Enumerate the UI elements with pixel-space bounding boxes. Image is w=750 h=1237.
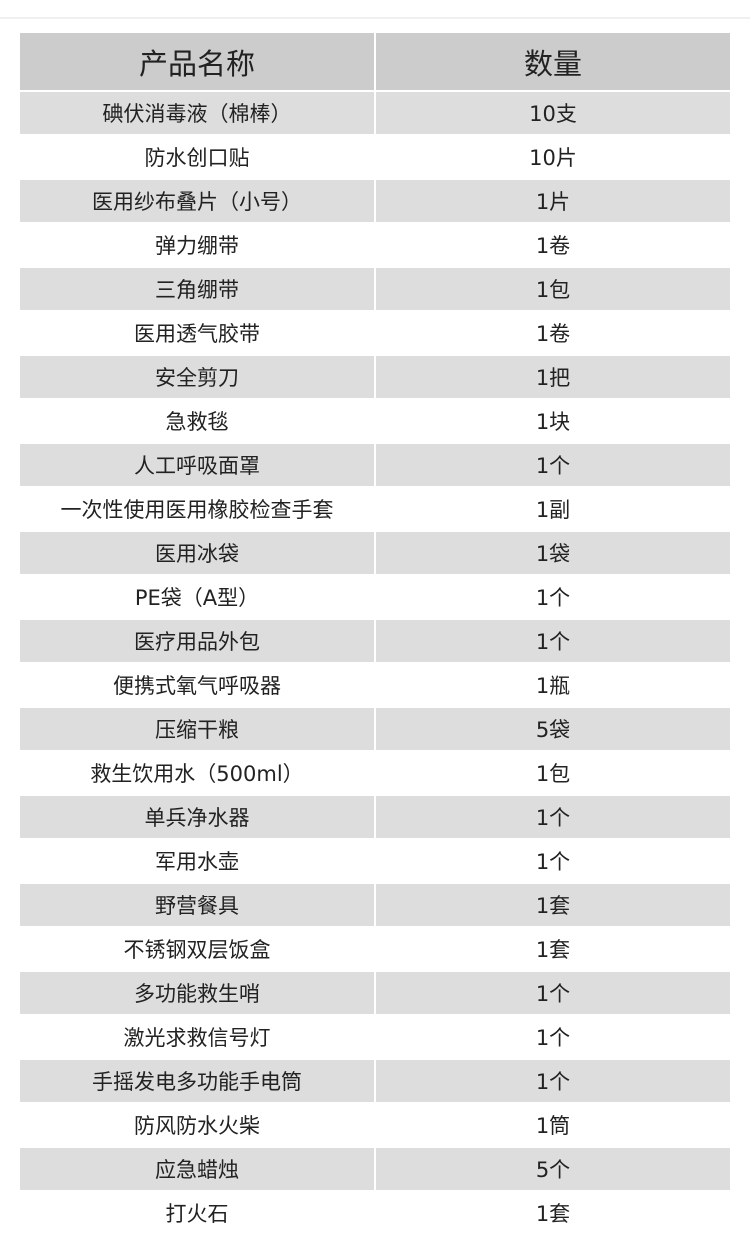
- product-name-cell: 弹力绷带: [155, 234, 239, 258]
- product-name-cell: 防风防水火柴: [134, 1114, 260, 1138]
- table-row: 多功能救生哨 1个: [20, 972, 730, 1014]
- table-row: 防水创口贴 10片: [20, 136, 730, 178]
- quantity-cell: 1把: [376, 356, 730, 398]
- table-row: 激光求救信号灯 1个: [20, 1016, 730, 1058]
- product-table: 产品名称 数量 碘伏消毒液（棉棒） 10支防水创口贴 10片医用纱布叠片（小号） 1片…: [18, 31, 732, 1236]
- table-row: 一次性使用医用橡胶检查手套 1副: [20, 488, 730, 530]
- quantity-cell: 1片: [376, 180, 730, 222]
- table-row: 单兵净水器 1个: [20, 796, 730, 838]
- header-product-name: 产品名称: [20, 33, 374, 90]
- quantity-cell: 1副: [535, 498, 571, 522]
- quantity-cell: 1套: [535, 938, 571, 962]
- table-row: 防风防水火柴 1筒: [20, 1104, 730, 1146]
- table-row: 碘伏消毒液（棉棒） 10支: [20, 92, 730, 134]
- table-row: PE袋（A型） 1个: [20, 576, 730, 618]
- product-name-cell: 救生饮用水（500ml）: [90, 762, 304, 786]
- quantity-cell: 1卷: [535, 322, 571, 346]
- table-row: 弹力绷带 1卷: [20, 224, 730, 266]
- product-name-cell: 碘伏消毒液（棉棒）: [20, 92, 374, 134]
- quantity-cell: 1袋: [376, 532, 730, 574]
- product-name-cell: 单兵净水器: [20, 796, 374, 838]
- table-header-row: 产品名称 数量: [20, 33, 730, 90]
- quantity-cell: 1个: [376, 1060, 730, 1102]
- quantity-cell: 10支: [376, 92, 730, 134]
- quantity-cell: 1卷: [535, 234, 571, 258]
- product-name-cell: 多功能救生哨: [20, 972, 374, 1014]
- table-row: 手摇发电多功能手电筒 1个: [20, 1060, 730, 1102]
- table-row: 打火石 1套: [20, 1192, 730, 1234]
- table-row: 医用透气胶带 1卷: [20, 312, 730, 354]
- quantity-cell: 5袋: [376, 708, 730, 750]
- table-row: 不锈钢双层饭盒 1套: [20, 928, 730, 970]
- product-name-cell: 医用透气胶带: [134, 322, 260, 346]
- product-name-cell: 安全剪刀: [20, 356, 374, 398]
- table-row: 救生饮用水（500ml） 1包: [20, 752, 730, 794]
- quantity-cell: 10片: [529, 146, 577, 170]
- quantity-cell: 1块: [535, 410, 571, 434]
- product-name-cell: 人工呼吸面罩: [20, 444, 374, 486]
- product-name-cell: PE袋（A型）: [134, 586, 260, 610]
- table-row: 人工呼吸面罩 1个: [20, 444, 730, 486]
- quantity-cell: 1个: [376, 796, 730, 838]
- quantity-cell: 1个: [535, 1026, 571, 1050]
- product-name-cell: 应急蜡烛: [20, 1148, 374, 1190]
- table-row: 便携式氧气呼吸器 1瓶: [20, 664, 730, 706]
- product-name-cell: 防水创口贴: [144, 146, 250, 170]
- product-name-cell: 军用水壶: [155, 850, 239, 874]
- product-name-cell: 医疗用品外包: [20, 620, 374, 662]
- product-name-cell: 便携式氧气呼吸器: [113, 674, 281, 698]
- quantity-cell: 1个: [376, 620, 730, 662]
- quantity-cell: 1个: [376, 444, 730, 486]
- top-divider: [0, 17, 750, 19]
- quantity-cell: 1个: [535, 850, 571, 874]
- table-row: 军用水壶 1个: [20, 840, 730, 882]
- table-row: 医用纱布叠片（小号） 1片: [20, 180, 730, 222]
- product-name-cell: 医用纱布叠片（小号）: [20, 180, 374, 222]
- product-name-cell: 激光求救信号灯: [123, 1026, 271, 1050]
- quantity-cell: 1包: [376, 268, 730, 310]
- quantity-cell: 1瓶: [535, 674, 571, 698]
- quantity-cell: 5个: [376, 1148, 730, 1190]
- quantity-cell: 1个: [535, 586, 571, 610]
- product-name-cell: 三角绷带: [20, 268, 374, 310]
- product-name-cell: 医用冰袋: [20, 532, 374, 574]
- header-quantity: 数量: [376, 33, 730, 90]
- table-row: 压缩干粮 5袋: [20, 708, 730, 750]
- quantity-cell: 1套: [535, 1202, 571, 1226]
- product-name-cell: 手摇发电多功能手电筒: [20, 1060, 374, 1102]
- product-name-cell: 打火石: [165, 1202, 229, 1226]
- table-row: 急救毯 1块: [20, 400, 730, 442]
- quantity-cell: 1包: [535, 762, 571, 786]
- table-row: 医用冰袋 1袋: [20, 532, 730, 574]
- product-name-cell: 急救毯: [165, 410, 229, 434]
- product-name-cell: 压缩干粮: [20, 708, 374, 750]
- quantity-cell: 1套: [376, 884, 730, 926]
- product-name-cell: 一次性使用医用橡胶检查手套: [60, 498, 334, 522]
- table-row: 医疗用品外包 1个: [20, 620, 730, 662]
- quantity-cell: 1筒: [535, 1114, 571, 1138]
- table-row: 安全剪刀 1把: [20, 356, 730, 398]
- table-row: 野营餐具 1套: [20, 884, 730, 926]
- product-name-cell: 不锈钢双层饭盒: [123, 938, 271, 962]
- quantity-cell: 1个: [376, 972, 730, 1014]
- table-row: 应急蜡烛 5个: [20, 1148, 730, 1190]
- product-name-cell: 野营餐具: [20, 884, 374, 926]
- table-row: 三角绷带 1包: [20, 268, 730, 310]
